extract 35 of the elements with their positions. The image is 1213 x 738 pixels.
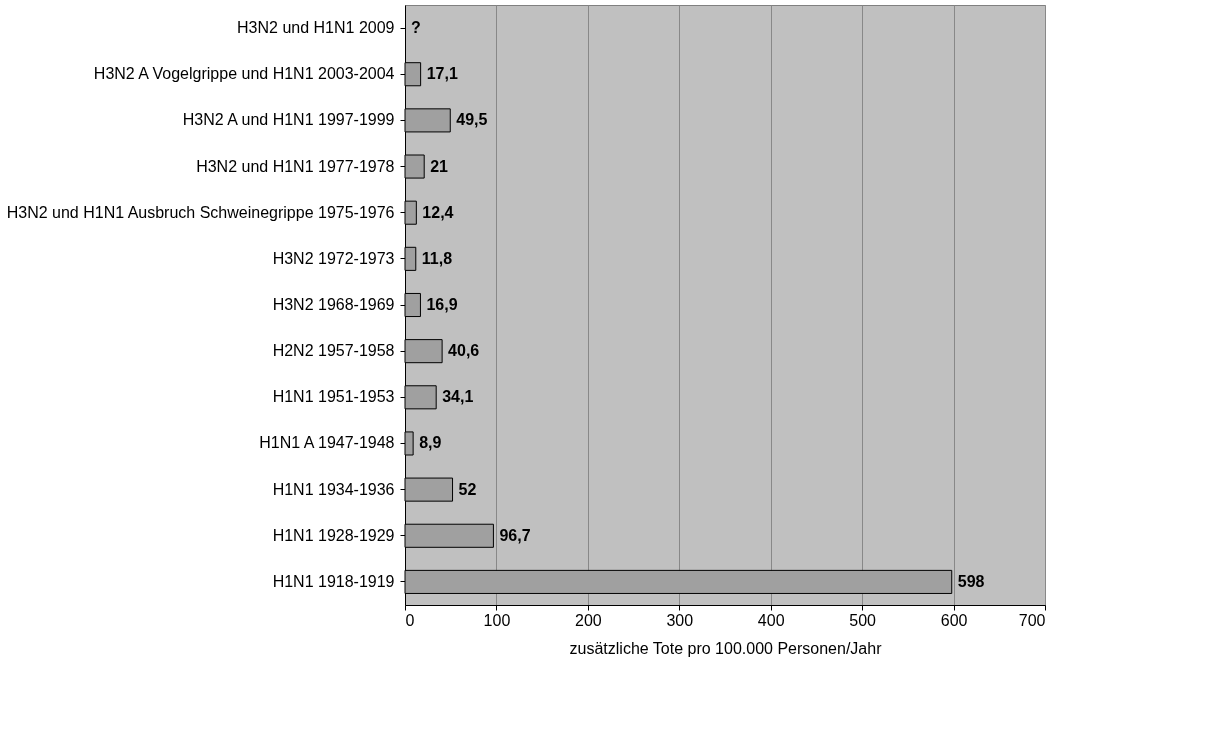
x-tick-label: 300 <box>666 611 694 629</box>
y-tick-label: H3N2 und H1N1 1977-1978 <box>196 157 395 175</box>
data-label: 34,1 <box>442 388 474 406</box>
data-label: 8,9 <box>419 434 442 452</box>
data-label: 21 <box>430 157 449 175</box>
y-tick-label: H3N2 A Vogelgrippe und H1N1 2003-2004 <box>93 65 395 83</box>
x-tick-label: 0 <box>405 611 415 629</box>
data-label: 40,6 <box>448 342 480 360</box>
x-tick-label: 400 <box>757 611 785 629</box>
y-tick-label: H3N2 und H1N1 2009 <box>237 19 395 37</box>
data-label: 11,8 <box>421 249 453 267</box>
data-label: 17,1 <box>426 65 458 83</box>
data-label: 12,4 <box>422 203 454 221</box>
y-tick-label: H3N2 1972-1973 <box>272 249 395 267</box>
y-tick-label: H2N2 1957-1958 <box>272 342 395 360</box>
x-tick-label: 100 <box>483 611 511 629</box>
x-axis-title: zusätzliche Tote pro 100.000 Personen/Jahr <box>569 639 883 657</box>
x-tick-label: 700 <box>1018 611 1046 629</box>
data-label: 598 <box>957 572 985 590</box>
y-tick-label: H3N2 und H1N1 Ausbruch Schweinegrippe 1975-1976 <box>6 203 395 221</box>
y-tick-label: H1N1 1951-1953 <box>272 388 395 406</box>
x-tick-label: 600 <box>940 611 968 629</box>
y-tick-label: H3N2 1968-1969 <box>272 296 395 313</box>
y-tick-label: H1N1 1928-1929 <box>272 526 395 544</box>
text: ? <box>411 19 421 37</box>
data-label: 52 <box>458 480 477 498</box>
data-label: 96,7 <box>499 526 531 544</box>
y-tick-label: H1N1 1918-1919 <box>272 572 395 590</box>
x-tick-label: 500 <box>849 611 877 629</box>
y-tick-label: H1N1 A 1947-1948 <box>259 434 395 452</box>
x-tick-label: 200 <box>575 611 602 629</box>
y-tick-label: H3N2 A und H1N1 1997-1999 <box>182 111 395 129</box>
data-label: 49,5 <box>456 111 488 129</box>
data-label: 16,9 <box>426 296 458 313</box>
y-tick-label: H1N1 1934-1936 <box>272 480 395 498</box>
